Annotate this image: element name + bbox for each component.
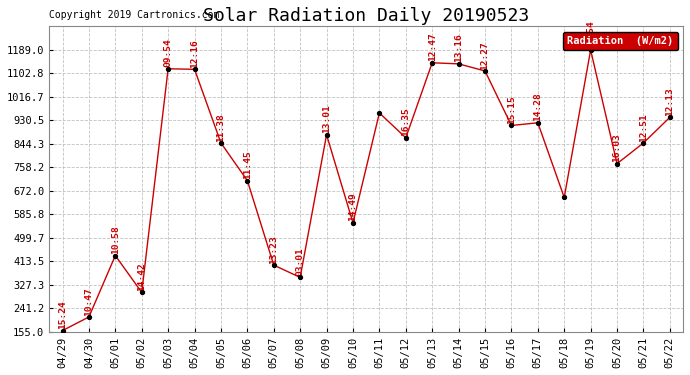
Text: 03:01: 03:01 [295,247,305,276]
Title: Solar Radiation Daily 20190523: Solar Radiation Daily 20190523 [203,7,529,25]
Point [400,135,411,141]
Point [83,314,95,320]
Text: 13:23: 13:23 [269,235,278,264]
Point [426,60,437,66]
Text: Copyright 2019 Cartronics.com: Copyright 2019 Cartronics.com [49,10,219,20]
Point [348,220,359,226]
Text: 16:03: 16:03 [613,134,622,162]
Text: 12:47: 12:47 [428,33,437,62]
Text: 10:58: 10:58 [111,225,120,254]
Point [480,68,491,74]
Point [532,120,543,126]
Point [268,262,279,268]
Text: 13:01: 13:01 [322,105,331,134]
Point [374,110,385,116]
Text: 12:13: 12:13 [665,87,674,116]
Point [136,290,147,296]
Point [110,253,121,259]
Text: 11:45: 11:45 [243,150,252,179]
Point [585,47,596,53]
Text: 16:35: 16:35 [402,108,411,136]
Point [215,140,226,146]
Text: 09:54: 09:54 [164,39,172,68]
Point [638,140,649,146]
Text: 15:24: 15:24 [58,300,67,329]
Text: 10:47: 10:47 [84,287,93,316]
Text: 10:54: 10:54 [586,20,595,49]
Point [295,274,306,280]
Text: 14:28: 14:28 [533,93,542,122]
Point [57,328,68,334]
Text: 12:27: 12:27 [480,41,489,70]
Point [506,123,517,129]
Point [163,66,174,72]
Point [559,195,570,201]
Text: 13:16: 13:16 [454,34,463,63]
Text: 15:15: 15:15 [507,95,516,124]
Legend: Radiation  (W/m2): Radiation (W/m2) [563,32,678,50]
Point [189,66,200,72]
Point [321,132,332,138]
Text: 14:42: 14:42 [137,262,146,291]
Point [611,160,622,166]
Point [453,61,464,67]
Text: 12:16: 12:16 [190,39,199,68]
Point [664,114,676,120]
Text: 11:38: 11:38 [217,113,226,142]
Text: 14:49: 14:49 [348,193,357,222]
Text: 12:51: 12:51 [639,113,648,142]
Point [241,178,253,184]
